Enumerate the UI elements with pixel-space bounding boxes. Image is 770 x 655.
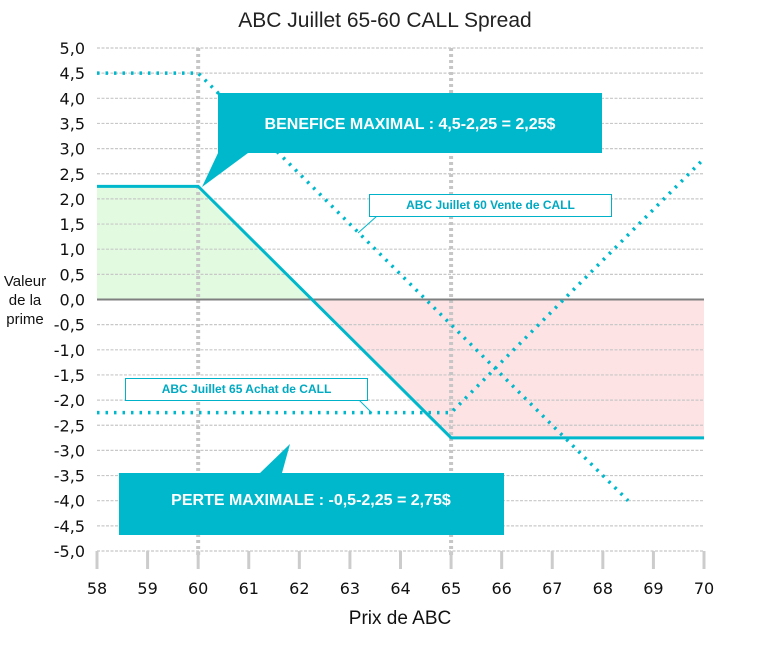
y-tick-label: 3,5 — [60, 114, 85, 133]
x-tick-label: 65 — [441, 579, 461, 598]
x-tick-label: 60 — [188, 579, 208, 598]
shaded-regions — [97, 186, 704, 438]
y-tick-label: -1,5 — [54, 366, 85, 385]
callout-max-loss-box — [119, 444, 504, 535]
y-tick-label: -4,5 — [54, 517, 85, 536]
y-tick-label: 3,0 — [60, 140, 85, 159]
label-sell-call: ABC Juillet 60 Vente de CALL — [369, 194, 612, 217]
x-tick-label: 61 — [239, 579, 259, 598]
series-lines — [97, 71, 706, 502]
y-tick-label: -3,0 — [54, 441, 85, 460]
x-tick-label: 68 — [593, 579, 613, 598]
x-axis-title: Prix de ABC — [348, 608, 452, 629]
y-tick-label: 4,5 — [60, 64, 85, 83]
y-tick-label: -4,0 — [54, 492, 85, 511]
y-tick-label: -0,5 — [54, 316, 85, 335]
callout-shapes — [119, 93, 602, 535]
label-buy-call: ABC Juillet 65 Achat de CALL — [125, 378, 368, 401]
callout-max-loss: PERTE MAXIMALE : -0,5-2,25 = 2,75$ — [171, 492, 451, 509]
y-tick-label: 1,5 — [60, 215, 85, 234]
x-tick-label: 64 — [390, 579, 410, 598]
y-tick-label: 0,5 — [60, 265, 85, 284]
label-sell-call-leader — [357, 215, 378, 234]
y-tick-label: 2,5 — [60, 165, 85, 184]
y-tick-label: -5,0 — [54, 542, 85, 561]
label-buy-call-leader — [358, 399, 373, 414]
x-axis-ticks: 58 59 60 61 62 63 64 65 66 67 68 69 70 — [87, 551, 714, 598]
y-axis-title: Valeur de la prime — [3, 273, 47, 328]
y-tick-label: 0,0 — [60, 291, 85, 310]
y-tick-label: -3,5 — [54, 467, 85, 486]
y-tick-label: 2,0 — [60, 190, 85, 209]
y-tick-label: 5,0 — [60, 39, 85, 58]
x-tick-label: 69 — [643, 579, 663, 598]
x-tick-label: 66 — [491, 579, 511, 598]
y-tick-label: -2,5 — [54, 416, 85, 435]
series-spread-line — [97, 184, 704, 440]
x-tick-label: 67 — [542, 579, 562, 598]
x-tick-label: 59 — [137, 579, 157, 598]
x-tick-label: 58 — [87, 579, 107, 598]
loss-area — [311, 299, 704, 438]
y-tick-label: -1,0 — [54, 341, 85, 360]
y-axis-ticks: 5,0 4,5 4,0 3,5 3,0 2,5 2,0 1,5 1,0 0,5 0,0 -0,5 -1,… — [54, 39, 85, 561]
y-tick-label: 1,0 — [60, 240, 85, 259]
y-tick-label: 4,0 — [60, 89, 85, 108]
y-tick-label: -2,0 — [54, 391, 85, 410]
x-tick-label: 62 — [289, 579, 309, 598]
profit-area — [97, 186, 312, 300]
chart-title: ABC Juillet 65-60 CALL Spread — [238, 9, 532, 32]
x-tick-label: 63 — [340, 579, 360, 598]
callout-max-profit: BENEFICE MAXIMAL : 4,5-2,25 = 2,25$ — [264, 116, 556, 133]
callout-max-profit-box — [202, 93, 602, 187]
x-tick-label: 70 — [694, 579, 714, 598]
